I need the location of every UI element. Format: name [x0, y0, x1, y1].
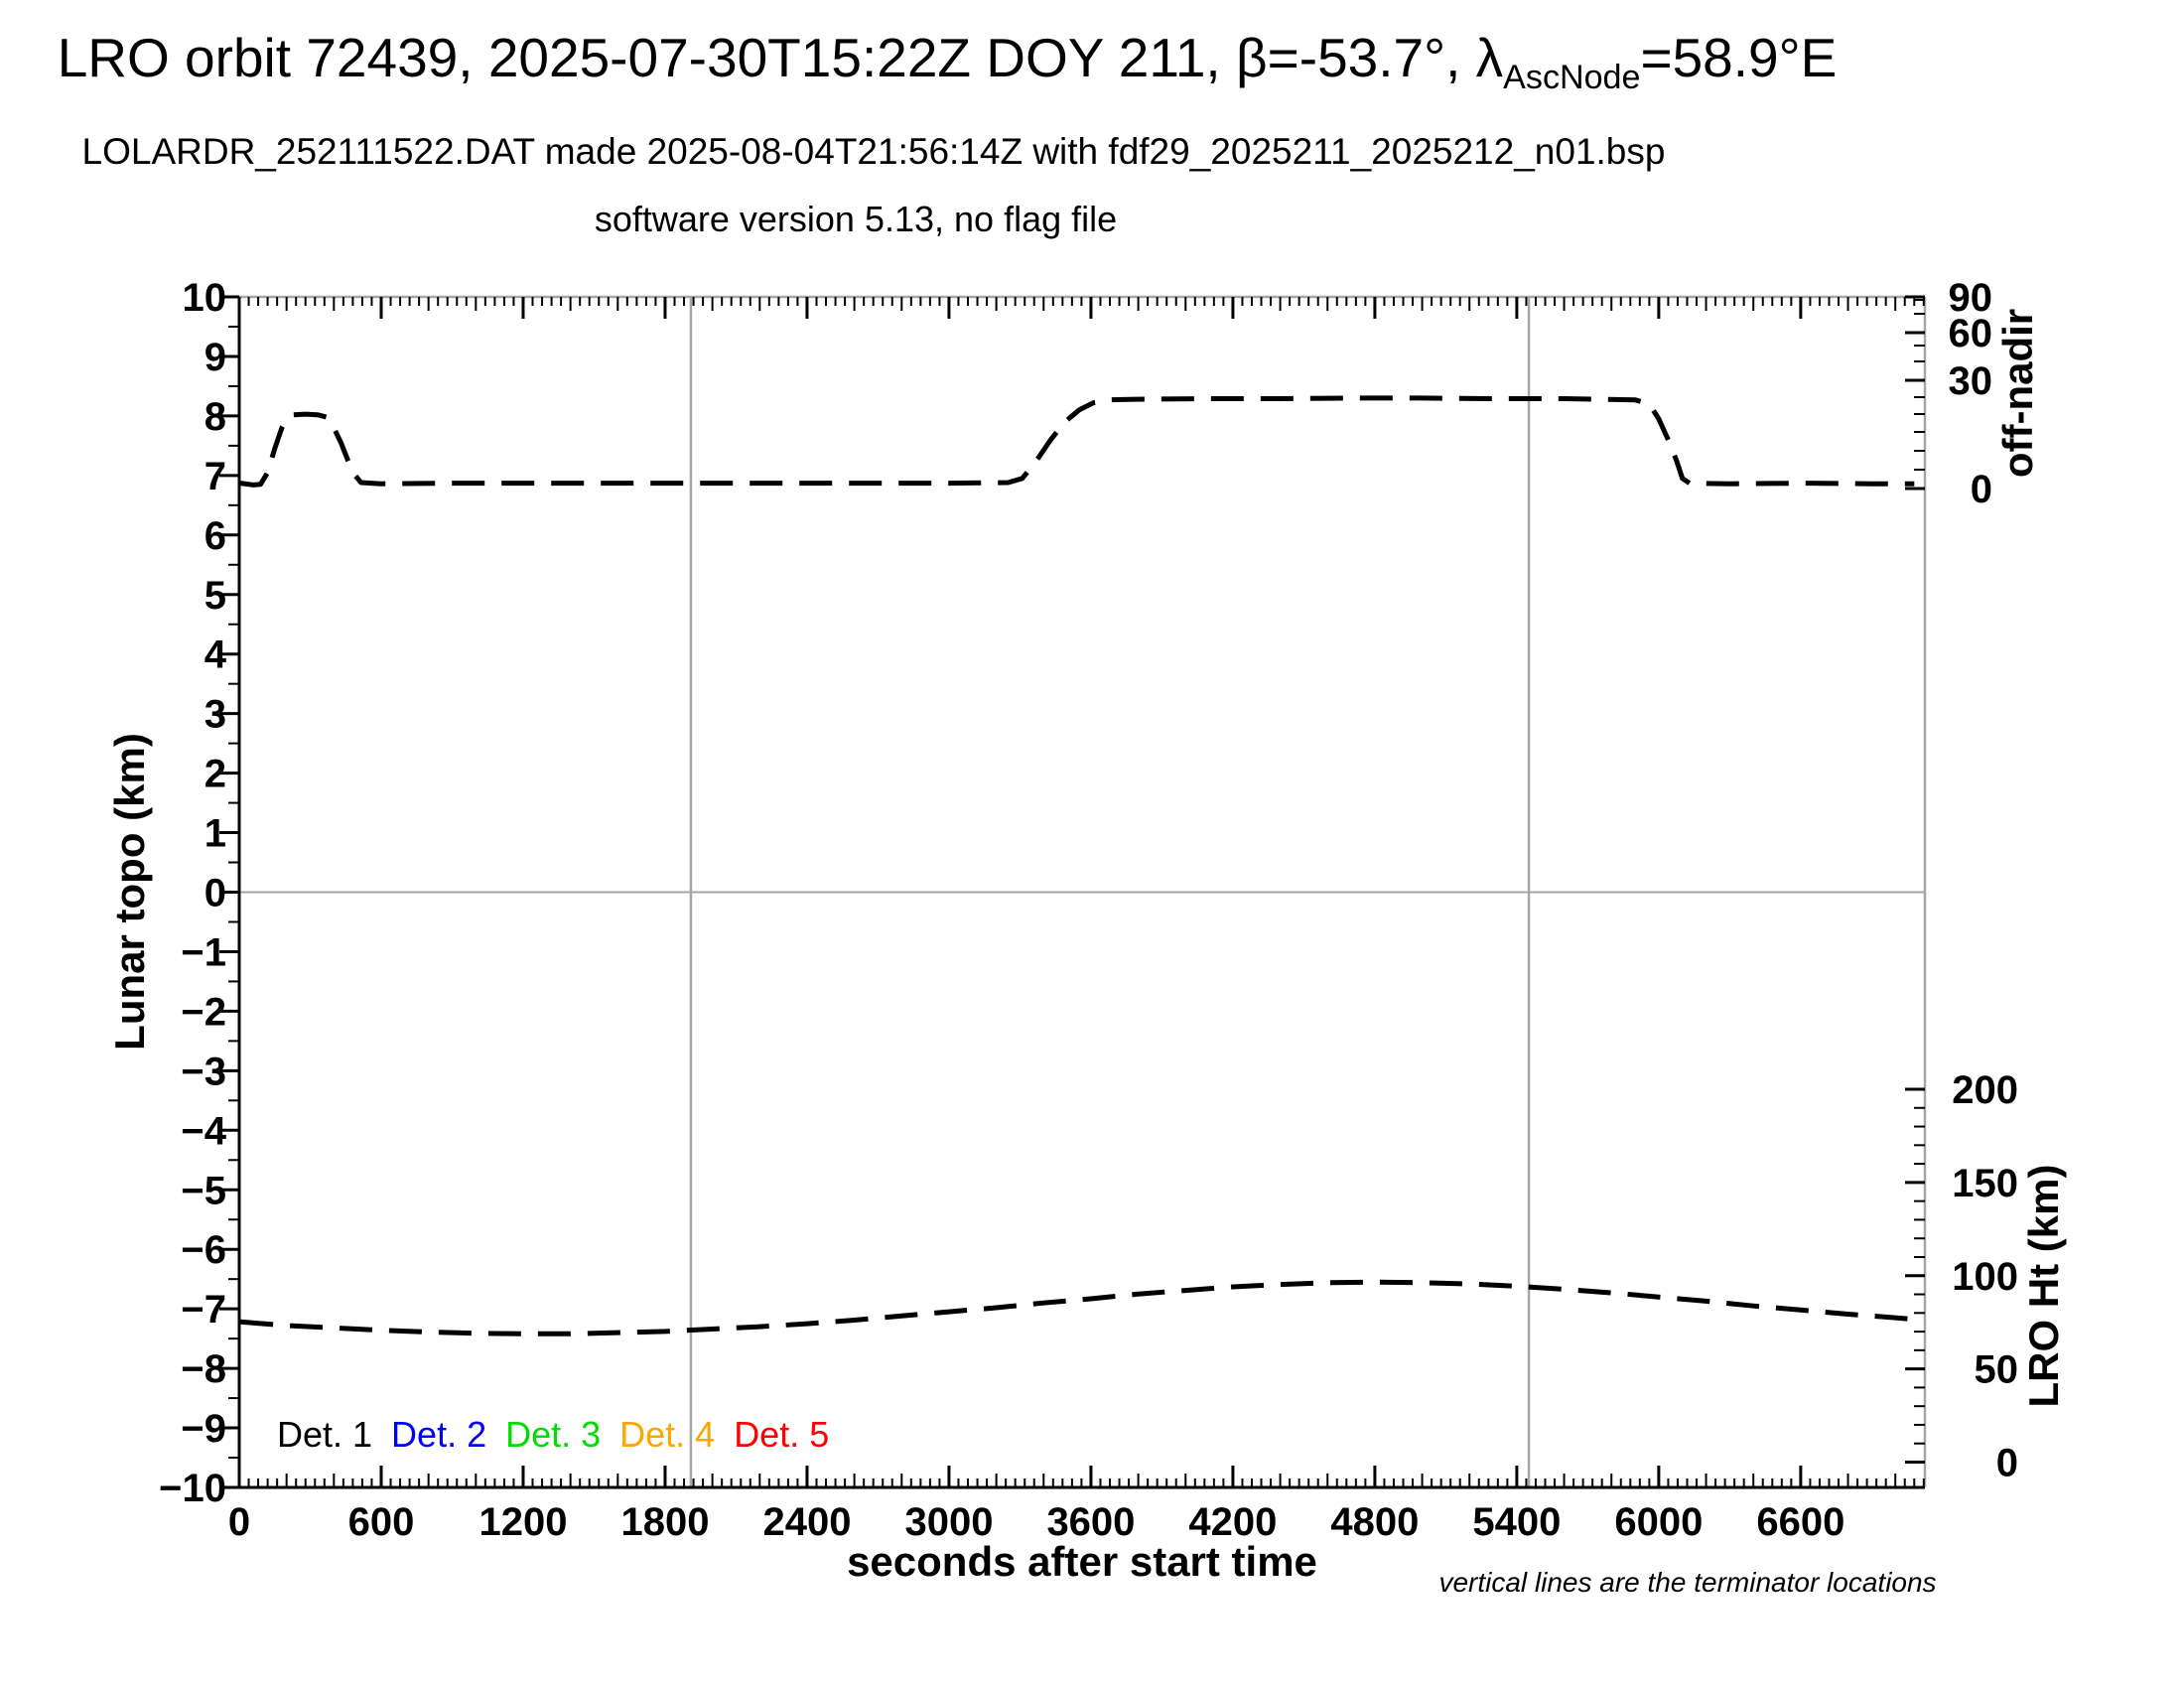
svg-text:9: 9 — [205, 336, 226, 379]
svg-text:3600: 3600 — [1046, 1500, 1135, 1544]
svg-text:8: 8 — [205, 395, 226, 439]
terminator-note: vertical lines are the terminator locati… — [1438, 1567, 1937, 1598]
svg-text:3000: 3000 — [904, 1500, 993, 1544]
lro-height-axis-ticks — [1905, 1087, 1925, 1464]
svg-text:−9: −9 — [181, 1407, 226, 1451]
svg-text:50: 50 — [1975, 1348, 2019, 1392]
svg-text:600: 600 — [348, 1500, 415, 1544]
title-suffix: =58.9°E — [1640, 27, 1838, 88]
svg-text:−4: −4 — [181, 1109, 226, 1153]
title-text: LRO orbit 72439, 2025-07-30T15:22Z DOY 2… — [57, 27, 1504, 88]
legend-item-det-1: Det. 1 — [277, 1414, 373, 1455]
off-nadir-curve — [239, 395, 1915, 488]
x-axis-ticks — [237, 297, 1925, 1487]
legend-item-det-5: Det. 5 — [734, 1414, 830, 1455]
svg-text:6: 6 — [205, 514, 226, 558]
legend-item-det-2: Det. 2 — [391, 1414, 487, 1455]
svg-text:−8: −8 — [181, 1347, 226, 1391]
svg-text:4: 4 — [205, 633, 227, 677]
svg-text:0: 0 — [205, 872, 226, 915]
svg-text:150: 150 — [1952, 1162, 2018, 1205]
svg-text:30: 30 — [1949, 359, 1993, 403]
svg-text:1: 1 — [205, 812, 226, 856]
svg-text:0: 0 — [1996, 1442, 2018, 1485]
svg-text:2400: 2400 — [762, 1500, 851, 1544]
svg-text:4800: 4800 — [1330, 1500, 1419, 1544]
svg-text:−1: −1 — [181, 930, 226, 974]
svg-text:0: 0 — [228, 1500, 250, 1544]
x-axis-title: seconds after start time — [847, 1538, 1317, 1585]
subtitle-file-info: LOLARDR_252111522.DAT made 2025-08-04T21… — [81, 131, 1666, 172]
svg-text:5: 5 — [205, 574, 226, 618]
svg-text:1200: 1200 — [478, 1500, 567, 1544]
svg-text:4200: 4200 — [1188, 1500, 1277, 1544]
svg-text:2: 2 — [205, 753, 226, 796]
svg-text:0: 0 — [1971, 468, 1992, 511]
svg-text:−2: −2 — [181, 990, 226, 1034]
page-title: LRO orbit 72439, 2025-07-30T15:22Z DOY 2… — [0, 26, 1940, 97]
svg-text:−3: −3 — [181, 1050, 226, 1093]
svg-text:90: 90 — [1949, 276, 1993, 320]
off-nadir-axis-ticks — [1905, 295, 1925, 491]
detector-legend: Det. 1 Det. 2 Det. 3 Det. 4 Det. 5 — [277, 1414, 829, 1456]
lro-height-tick-labels: 200 150 100 50 0 — [1952, 1068, 2018, 1485]
svg-text:−7: −7 — [181, 1288, 226, 1332]
svg-text:3: 3 — [205, 693, 226, 737]
svg-text:60: 60 — [1949, 312, 1993, 355]
svg-text:6000: 6000 — [1614, 1500, 1703, 1544]
svg-text:6600: 6600 — [1756, 1500, 1844, 1544]
x-tick-labels: 0 600 1200 1800 2400 3000 3600 4200 4800 5400 6000… — [228, 1500, 1845, 1544]
svg-text:5400: 5400 — [1472, 1500, 1561, 1544]
svg-text:1800: 1800 — [620, 1500, 709, 1544]
svg-text:10: 10 — [183, 276, 227, 320]
svg-text:−10: −10 — [159, 1467, 226, 1510]
svg-text:−5: −5 — [181, 1169, 226, 1212]
legend-item-det-4: Det. 4 — [619, 1414, 716, 1455]
lro-height-curve — [240, 1279, 1917, 1336]
subtitle-software-version: software version 5.13, no flag file — [594, 199, 1118, 239]
svg-text:7: 7 — [205, 455, 226, 498]
title-subscript: AscNode — [1503, 59, 1641, 96]
svg-text:100: 100 — [1952, 1255, 2018, 1299]
svg-text:−6: −6 — [181, 1228, 226, 1272]
svg-text:200: 200 — [1952, 1068, 2018, 1112]
y-left-axis-ticks — [219, 295, 239, 1489]
legend-item-det-3: Det. 3 — [505, 1414, 602, 1455]
